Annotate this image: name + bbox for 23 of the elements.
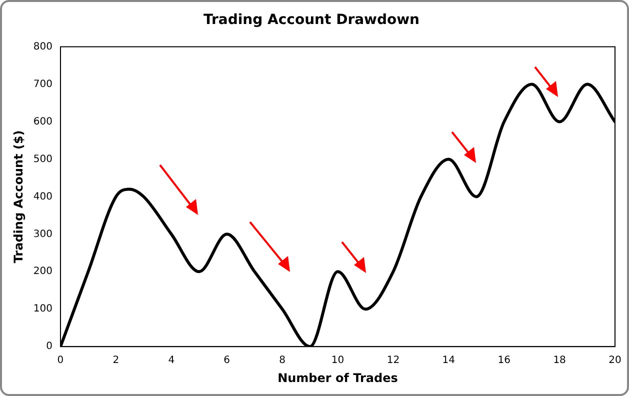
y-tick-label: 0 [46, 341, 52, 352]
x-tick-label: 4 [168, 355, 175, 366]
x-tick-label: 0 [57, 355, 64, 366]
x-tick-label: 18 [553, 355, 566, 366]
x-tick-label: 20 [608, 355, 622, 366]
y-tick-label: 500 [33, 154, 52, 165]
chart-title: Trading Account Drawdown [203, 12, 420, 28]
y-tick-label: 100 [33, 304, 52, 315]
x-tick-label: 2 [112, 355, 120, 366]
x-axis-title: Number of Trades [278, 370, 398, 385]
y-tick-label: 800 [33, 41, 52, 52]
y-tick-label: 200 [33, 266, 52, 278]
x-tick-label: 10 [331, 355, 344, 366]
x-tick-label: 8 [279, 355, 286, 366]
x-tick-label: 14 [442, 355, 456, 366]
x-tick-label: 12 [386, 355, 400, 366]
x-tick-label: 16 [498, 355, 510, 366]
y-tick-label: 400 [33, 191, 52, 202]
y-tick-label: 600 [33, 116, 52, 128]
y-axis-title: Trading Account ($) [11, 130, 26, 264]
x-tick-label: 6 [224, 355, 230, 366]
y-tick-label: 700 [33, 78, 52, 90]
y-tick-label: 300 [33, 228, 52, 240]
